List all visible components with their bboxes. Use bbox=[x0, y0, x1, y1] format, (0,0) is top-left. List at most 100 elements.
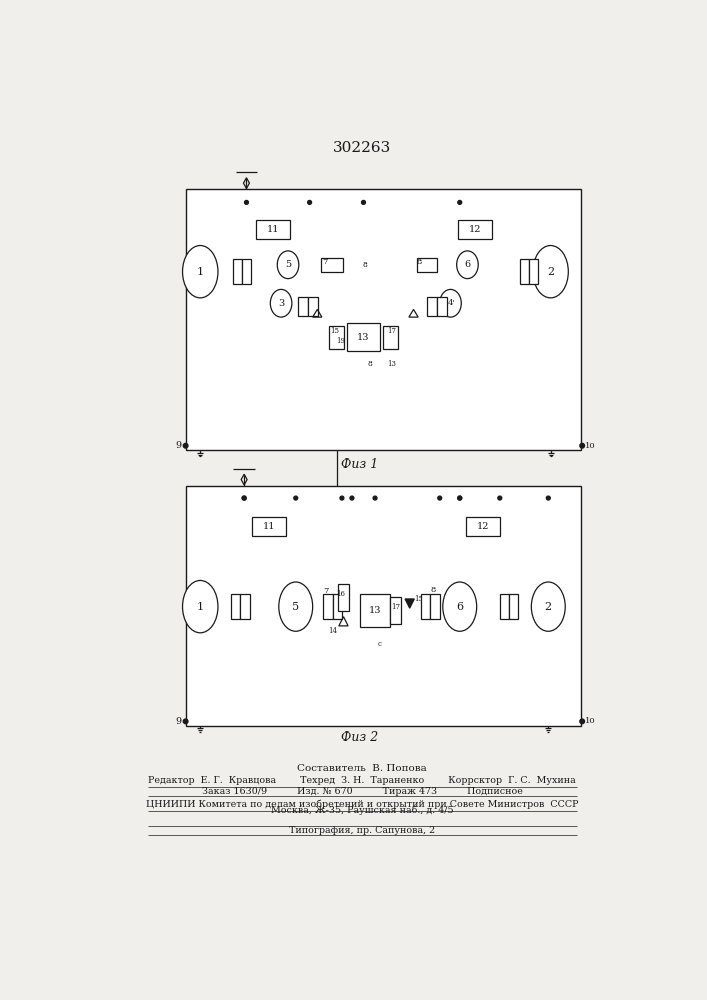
Ellipse shape bbox=[533, 246, 568, 298]
Bar bbox=[438, 297, 448, 316]
Ellipse shape bbox=[270, 289, 292, 317]
Text: 17: 17 bbox=[392, 603, 400, 611]
Text: Физ 2: Физ 2 bbox=[341, 731, 378, 744]
Bar bbox=[360, 594, 390, 627]
Text: 1: 1 bbox=[197, 602, 204, 612]
Bar bbox=[529, 259, 538, 284]
Bar bbox=[240, 594, 250, 619]
Circle shape bbox=[350, 496, 354, 500]
Bar bbox=[298, 297, 308, 316]
Text: 13: 13 bbox=[387, 360, 397, 368]
Bar bbox=[382, 326, 398, 349]
Circle shape bbox=[547, 496, 550, 500]
Ellipse shape bbox=[182, 246, 218, 298]
Circle shape bbox=[458, 496, 462, 500]
Ellipse shape bbox=[440, 289, 461, 317]
Ellipse shape bbox=[532, 582, 565, 631]
Circle shape bbox=[438, 496, 442, 500]
Text: 11: 11 bbox=[267, 225, 280, 234]
Bar bbox=[242, 259, 251, 284]
Bar bbox=[187, 189, 581, 450]
Circle shape bbox=[361, 200, 366, 204]
Text: 9: 9 bbox=[175, 717, 182, 726]
Bar bbox=[466, 517, 500, 536]
Bar bbox=[252, 517, 286, 536]
Text: 10: 10 bbox=[585, 442, 596, 450]
Bar bbox=[417, 258, 437, 272]
Text: 302263: 302263 bbox=[333, 141, 391, 155]
Text: 5: 5 bbox=[292, 602, 299, 612]
Bar bbox=[509, 594, 518, 619]
Text: 2: 2 bbox=[547, 267, 554, 277]
Text: 2: 2 bbox=[544, 602, 552, 612]
Bar bbox=[346, 323, 380, 351]
Text: 8: 8 bbox=[363, 261, 368, 269]
Bar bbox=[500, 594, 509, 619]
Text: 13: 13 bbox=[357, 333, 370, 342]
Circle shape bbox=[373, 496, 377, 500]
Text: 8: 8 bbox=[431, 586, 436, 594]
Text: 6: 6 bbox=[464, 260, 470, 269]
Text: 15: 15 bbox=[414, 595, 423, 603]
Bar bbox=[338, 584, 349, 611]
Text: 9: 9 bbox=[175, 441, 182, 450]
Bar bbox=[231, 594, 240, 619]
Text: 15: 15 bbox=[330, 327, 339, 335]
Circle shape bbox=[294, 496, 298, 500]
Text: 16: 16 bbox=[336, 590, 345, 598]
Text: Типография, пр. Сапунова, 2: Типография, пр. Сапунова, 2 bbox=[289, 826, 435, 835]
Ellipse shape bbox=[279, 582, 312, 631]
Bar bbox=[333, 594, 342, 619]
Text: ЦНИИПИ Комитета по делам изобретений и открытий при Совете Министров  СССР: ЦНИИПИ Комитета по делам изобретений и о… bbox=[146, 799, 578, 809]
Text: Москва, Ж-35, Раушская наб., д. 4/5: Москва, Ж-35, Раушская наб., д. 4/5 bbox=[271, 805, 453, 815]
Text: 17: 17 bbox=[387, 327, 397, 335]
Circle shape bbox=[243, 496, 246, 500]
Bar bbox=[324, 594, 333, 619]
Circle shape bbox=[498, 496, 502, 500]
Bar bbox=[187, 486, 581, 726]
Bar bbox=[390, 597, 402, 624]
Ellipse shape bbox=[443, 582, 477, 631]
Text: 7: 7 bbox=[322, 258, 327, 266]
Bar bbox=[257, 220, 291, 239]
Text: Физ 1: Физ 1 bbox=[341, 458, 378, 471]
Bar bbox=[458, 220, 492, 239]
Circle shape bbox=[580, 719, 585, 724]
Text: 4': 4' bbox=[448, 299, 455, 307]
Text: 19: 19 bbox=[336, 337, 345, 345]
Circle shape bbox=[458, 200, 462, 204]
Text: 14: 14 bbox=[328, 627, 337, 635]
Text: 3: 3 bbox=[278, 299, 284, 308]
Text: 10: 10 bbox=[585, 717, 596, 725]
Ellipse shape bbox=[277, 251, 299, 279]
Circle shape bbox=[340, 496, 344, 500]
Bar bbox=[329, 326, 344, 349]
Circle shape bbox=[308, 200, 312, 204]
Text: c: c bbox=[378, 640, 382, 648]
Circle shape bbox=[458, 496, 462, 500]
Bar bbox=[428, 297, 438, 316]
Text: 12: 12 bbox=[477, 522, 489, 531]
Circle shape bbox=[245, 200, 248, 204]
Circle shape bbox=[183, 719, 188, 724]
Circle shape bbox=[580, 443, 585, 448]
Bar bbox=[421, 594, 431, 619]
Bar bbox=[308, 297, 318, 316]
Bar bbox=[431, 594, 440, 619]
Text: 8: 8 bbox=[416, 258, 421, 266]
Text: 12: 12 bbox=[469, 225, 481, 234]
Text: Составитель  В. Попова: Составитель В. Попова bbox=[297, 764, 427, 773]
Polygon shape bbox=[405, 599, 414, 608]
Bar bbox=[321, 258, 343, 272]
Bar bbox=[233, 259, 242, 284]
Ellipse shape bbox=[182, 580, 218, 633]
Text: 7: 7 bbox=[323, 587, 329, 595]
Text: 13: 13 bbox=[369, 606, 381, 615]
Text: 6: 6 bbox=[456, 602, 463, 612]
Circle shape bbox=[183, 443, 188, 448]
Text: Заказ 1630/9          Изд. № 670          Тираж 473          Подписное: Заказ 1630/9 Изд. № 670 Тираж 473 Подпис… bbox=[201, 787, 522, 796]
Text: 5: 5 bbox=[285, 260, 291, 269]
Text: 11: 11 bbox=[262, 522, 275, 531]
Circle shape bbox=[243, 496, 246, 500]
Bar bbox=[520, 259, 529, 284]
